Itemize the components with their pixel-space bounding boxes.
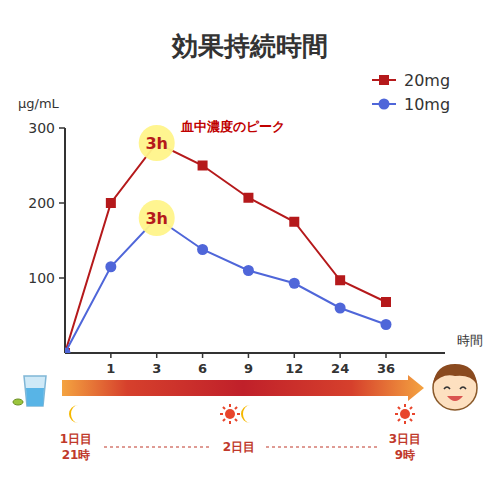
x-axis [65, 352, 445, 354]
glass-icon [24, 376, 46, 406]
annotation-label: 3h [145, 209, 168, 228]
legend-marker [379, 99, 390, 110]
sun-ray [395, 413, 398, 415]
series-line [65, 218, 386, 353]
marker [65, 348, 70, 353]
annotation-note: 血中濃度のピーク [180, 119, 285, 134]
marker [243, 265, 254, 276]
moon-icon [69, 405, 78, 423]
sun-ray [404, 404, 406, 407]
sun-ray [237, 413, 240, 415]
timeline-label: 21時 [62, 448, 91, 462]
y-tick-label: 300 [28, 120, 55, 136]
pill-icon [13, 399, 23, 405]
timeline-label: 2日目 [223, 440, 255, 454]
x-tick-label: 1 [106, 361, 115, 376]
marker [105, 261, 116, 272]
plot-area [65, 138, 392, 353]
sun-ray [235, 407, 237, 409]
sun-ray [398, 419, 400, 421]
x-tick [202, 353, 204, 358]
marker [197, 244, 208, 255]
x-tick-label: 3 [152, 361, 161, 376]
y-tick-label: 100 [28, 270, 55, 286]
timeline-label: 1日目 [60, 432, 92, 446]
y-tick [59, 127, 65, 129]
annotation-bubble [139, 125, 175, 161]
annotation-bubble [139, 200, 175, 236]
face-hair [433, 364, 477, 384]
sun-core [225, 409, 235, 419]
x-tick [110, 353, 112, 358]
sun-ray [223, 419, 225, 421]
legend-item: 20mg [372, 71, 450, 90]
timeline-label: 3日目 [389, 432, 421, 446]
timeline-arrow [62, 375, 424, 401]
sun-ray [235, 419, 237, 421]
sun-ray [223, 407, 225, 409]
legend-label: 20mg [404, 71, 450, 90]
legend-item: 10mg [372, 95, 450, 114]
marker [381, 297, 391, 307]
sun-ray [410, 419, 412, 421]
sun-ray [229, 404, 231, 407]
y-tick [59, 202, 65, 204]
face-mouth [447, 396, 463, 401]
x-tick [294, 353, 296, 358]
sun-core [400, 409, 410, 419]
x-tick-label: 12 [285, 361, 303, 376]
x-tick [339, 353, 341, 358]
y-axis-title: μg/mL [18, 96, 60, 111]
chart: 効果持続時間20mg10mgμg/mL1002003001369122436時間… [0, 0, 500, 500]
glass-water [26, 388, 44, 406]
x-tick [248, 353, 250, 358]
sun-ray [412, 413, 415, 415]
marker [65, 348, 71, 354]
marker [243, 193, 253, 203]
timeline-label: 9時 [395, 448, 415, 462]
face-eye [444, 387, 450, 389]
legend-label: 10mg [404, 95, 450, 114]
marker [106, 198, 116, 208]
timeline: 1日目 21時 2日目 3日目 9時 [13, 364, 477, 462]
marker [381, 319, 392, 330]
x-tick [385, 353, 387, 358]
x-tick [156, 353, 158, 358]
sun-icon [220, 404, 240, 424]
x-axis-title: 時間 [457, 333, 483, 348]
face-eye [460, 387, 466, 389]
x-tick-label: 6 [198, 361, 207, 376]
marker [198, 161, 208, 171]
moon-icon [241, 405, 250, 423]
annotation-label: 3h [145, 134, 168, 153]
timeline-dash [266, 446, 378, 447]
sun-ray [410, 407, 412, 409]
sun-ray [220, 413, 223, 415]
y-axis [64, 128, 66, 353]
x-tick-label: 24 [331, 361, 349, 376]
sun-ray [398, 407, 400, 409]
y-tick [59, 277, 65, 279]
timeline-dash [104, 446, 212, 447]
marker [335, 275, 345, 285]
title: 効果持続時間 [171, 31, 328, 61]
sun-ray [229, 421, 231, 424]
marker [289, 217, 299, 227]
marker [335, 303, 346, 314]
marker [289, 278, 300, 289]
x-tick-label: 36 [377, 361, 395, 376]
sun-icon [395, 404, 415, 424]
y-tick-label: 200 [28, 195, 55, 211]
x-tick-label: 9 [244, 361, 253, 376]
legend-marker [379, 75, 389, 85]
series-line [65, 143, 386, 353]
sun-ray [404, 421, 406, 424]
